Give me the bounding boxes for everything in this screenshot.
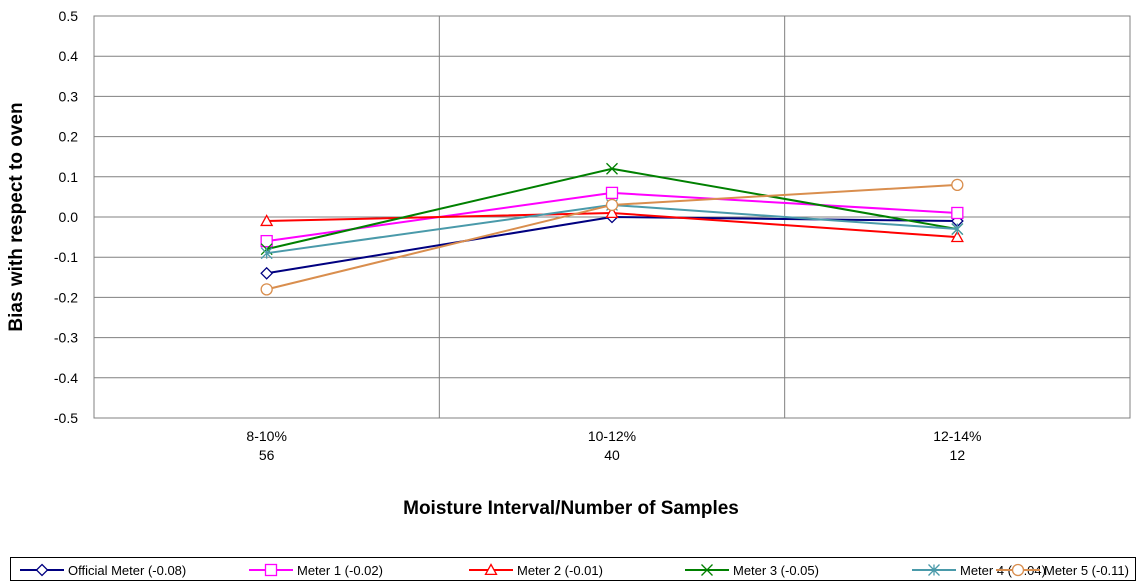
y-tick-label: 0.5 — [59, 8, 79, 24]
data-point — [260, 283, 273, 296]
legend-label: Meter 1 (-0.02) — [297, 562, 383, 578]
legend-swatch — [469, 563, 513, 576]
y-tick-label: -0.5 — [54, 410, 78, 426]
data-point — [605, 186, 619, 200]
legend-marker — [1011, 563, 1025, 577]
x-tick-count: 56 — [259, 447, 275, 463]
y-tick-label: 0.1 — [59, 169, 79, 185]
legend-marker — [701, 564, 713, 576]
legend-marker — [928, 564, 940, 576]
legend-item: Meter 2 (-0.01) — [468, 561, 603, 579]
legend-swatch — [249, 563, 293, 577]
legend-label: Meter 2 (-0.01) — [517, 562, 603, 578]
legend-swatch — [912, 564, 956, 576]
data-point — [950, 230, 964, 243]
y-tick-label: -0.1 — [54, 249, 78, 265]
x-axis-title: Moisture Interval/Number of Samples — [403, 498, 739, 519]
legend-marker — [484, 563, 498, 576]
legend-item: Official Meter (-0.08) — [19, 561, 186, 579]
data-point — [951, 206, 964, 220]
legend-item: Meter 5 (-0.11) — [995, 561, 1129, 579]
x-axis-ticks: 8-10% 56 10-12% 40 12-14% 12 — [246, 428, 981, 463]
x-tick-interval: 8-10% — [246, 428, 286, 444]
legend-label: Meter 5 (-0.11) — [1043, 562, 1129, 578]
x-tick-count: 40 — [604, 447, 620, 463]
y-axis-ticks: -0.5 -0.4 -0.3 -0.2 -0.1 0.0 0.1 0.2 0.3 0.4 0.5 — [54, 8, 78, 426]
data-point — [260, 234, 273, 248]
y-tick-label: -0.2 — [54, 289, 78, 305]
y-tick-label: -0.4 — [54, 370, 78, 386]
legend-marker — [264, 563, 278, 577]
data-point — [951, 223, 964, 236]
legend-swatch — [20, 563, 64, 577]
y-axis-title: Bias with respect to oven — [6, 102, 27, 331]
legend-marker — [35, 563, 49, 577]
data-point — [260, 214, 274, 227]
y-tick-label: -0.3 — [54, 330, 78, 346]
legend-swatch — [685, 564, 729, 576]
data-point — [260, 266, 274, 280]
x-tick-count: 12 — [950, 447, 966, 463]
series-2 — [260, 186, 964, 248]
legend-label: Meter 3 (-0.05) — [733, 562, 819, 578]
y-tick-label: 0.3 — [59, 88, 79, 104]
data-point — [260, 247, 273, 260]
chart: -0.5 -0.4 -0.3 -0.2 -0.1 0.0 0.1 0.2 0.3 0.4 0.5 8… — [6, 8, 1131, 519]
y-tick-label: 0.2 — [59, 129, 79, 145]
legend-item: Meter 1 (-0.02) — [248, 561, 383, 579]
series-3 — [260, 206, 964, 243]
plot-area — [93, 15, 1131, 419]
series-6 — [260, 178, 964, 296]
data-point — [606, 162, 618, 175]
legend-swatch — [995, 563, 1040, 577]
y-tick-label: 0.0 — [59, 209, 79, 225]
legend: Official Meter (-0.08) Meter 1 (-0.02) Met… — [10, 557, 1136, 581]
x-tick-interval: 10-12% — [588, 428, 636, 444]
x-tick-interval: 12-14% — [933, 428, 981, 444]
data-point — [605, 206, 619, 219]
data-point — [951, 178, 964, 191]
y-tick-label: 0.4 — [59, 48, 79, 64]
series — [260, 162, 964, 296]
data-point — [605, 198, 619, 212]
legend-item: Meter 3 (-0.05) — [684, 561, 819, 579]
legend-label: Official Meter (-0.08) — [68, 562, 187, 578]
